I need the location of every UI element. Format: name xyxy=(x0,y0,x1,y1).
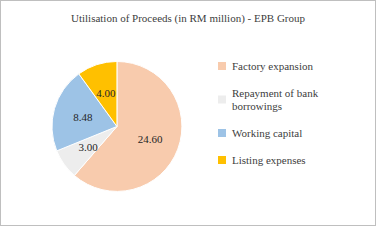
svg-text:Factory expansion: Factory expansion xyxy=(232,60,313,72)
svg-text:Repayment of bank: Repayment of bank xyxy=(232,87,321,99)
svg-text:8.48: 8.48 xyxy=(73,111,93,123)
svg-text:borrowings: borrowings xyxy=(232,100,282,112)
svg-text:Utilisation of Proceeds (in RM: Utilisation of Proceeds (in RM million) … xyxy=(71,12,306,25)
svg-text:Working capital: Working capital xyxy=(232,127,302,139)
svg-text:Listing expenses: Listing expenses xyxy=(232,154,306,166)
svg-text:4.00: 4.00 xyxy=(96,87,116,99)
svg-text:24.60: 24.60 xyxy=(138,133,163,145)
svg-text:3.00: 3.00 xyxy=(78,141,98,153)
